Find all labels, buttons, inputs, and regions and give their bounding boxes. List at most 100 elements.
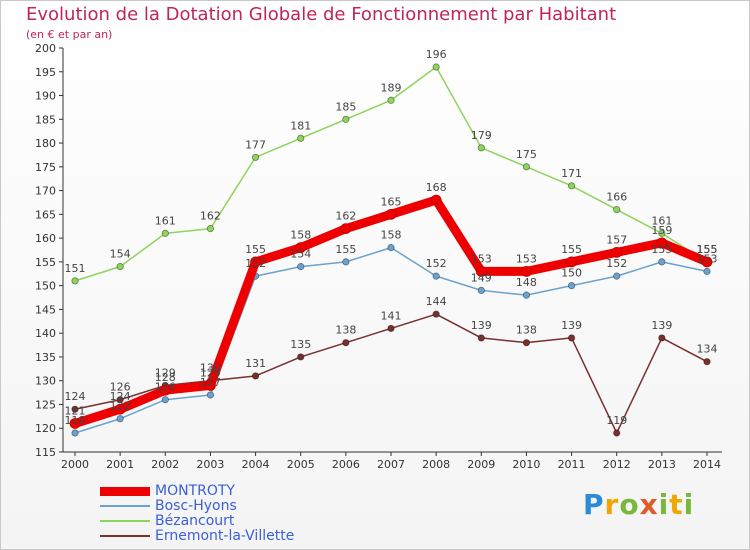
data-point-b-zancourt xyxy=(658,229,666,237)
logo-letter: t xyxy=(669,488,684,521)
data-point-montroty xyxy=(385,208,397,220)
data-point-bosc-hyons xyxy=(567,282,576,290)
legend-item: Bosc-Hyons xyxy=(100,498,350,514)
legend-label: Bosc-Hyons xyxy=(155,498,237,514)
y-tick-label: 140 xyxy=(35,327,56,340)
data-point-bosc-hyons xyxy=(342,258,350,266)
data-label-ernemont-la-villette: 126 xyxy=(110,381,131,394)
data-label-bosc-hyons: 150 xyxy=(561,267,582,280)
data-label-montroty: 168 xyxy=(426,181,447,194)
data-label-bosc-hyons: 122 xyxy=(110,400,131,413)
data-point-b-zancourt xyxy=(477,144,485,152)
data-label-ernemont-la-villette: 130 xyxy=(200,362,221,375)
x-tick-label: 2003 xyxy=(196,458,224,471)
data-point-bosc-hyons xyxy=(71,429,79,437)
data-label-montroty: 165 xyxy=(381,195,402,208)
x-tick-label: 2004 xyxy=(242,458,270,471)
logo-letter: P xyxy=(583,488,605,521)
data-point-montroty xyxy=(205,380,216,391)
data-label-ernemont-la-villette: 129 xyxy=(155,366,176,379)
y-tick-label: 175 xyxy=(35,161,56,174)
data-point-montroty xyxy=(430,194,442,206)
legend-item: Ernemont-la-Villette xyxy=(100,528,350,544)
y-tick-label: 180 xyxy=(35,137,56,150)
data-point-montroty xyxy=(340,223,352,235)
x-tick-label: 2008 xyxy=(422,458,450,471)
y-tick-label: 160 xyxy=(35,232,56,245)
data-point-ernemont-la-villette xyxy=(613,429,621,437)
data-point-b-zancourt xyxy=(116,263,124,271)
data-label-b-zancourt: 177 xyxy=(245,138,266,151)
data-point-bosc-hyons xyxy=(432,272,440,280)
data-point-ernemont-la-villette xyxy=(658,334,666,342)
data-point-bosc-hyons xyxy=(703,267,711,275)
data-point-bosc-hyons xyxy=(522,291,531,299)
x-tick-label: 2013 xyxy=(648,458,676,471)
logo-letter: o xyxy=(619,488,640,521)
data-point-ernemont-la-villette xyxy=(567,334,576,342)
data-label-ernemont-la-villette: 144 xyxy=(426,295,447,308)
legend-label: MONTROTY xyxy=(155,483,235,499)
data-label-montroty: 159 xyxy=(651,224,672,237)
data-point-b-zancourt xyxy=(613,206,621,214)
y-tick-label: 190 xyxy=(35,90,56,103)
legend-swatch xyxy=(100,520,150,522)
y-tick-label: 155 xyxy=(35,256,56,269)
x-tick-label: 2010 xyxy=(512,458,540,471)
data-point-bosc-hyons xyxy=(477,286,485,294)
series-line-bosc-hyons xyxy=(74,246,708,434)
data-point-bosc-hyons xyxy=(613,272,621,280)
logo-letter: i xyxy=(683,488,695,521)
data-label-montroty: 157 xyxy=(606,233,627,246)
logo-letter: i xyxy=(658,488,670,521)
data-label-montroty: 155 xyxy=(561,243,582,256)
data-label-montroty: 155 xyxy=(245,243,266,256)
x-tick-label: 2007 xyxy=(377,458,405,471)
data-label-bosc-hyons: 152 xyxy=(245,257,266,270)
data-label-bosc-hyons: 154 xyxy=(290,248,311,261)
data-label-bosc-hyons: 152 xyxy=(426,257,447,270)
data-label-bosc-hyons: 126 xyxy=(155,381,176,394)
x-tick-label: 2000 xyxy=(61,458,89,471)
x-tick-label: 2014 xyxy=(693,458,721,471)
legend-item: MONTROTY xyxy=(100,483,350,499)
data-label-b-zancourt: 155 xyxy=(697,243,718,256)
y-tick-label: 165 xyxy=(35,208,56,221)
y-tick-label: 125 xyxy=(35,398,56,411)
data-label-montroty: 129 xyxy=(200,366,221,379)
y-tick-label: 200 xyxy=(35,42,56,55)
data-label-bosc-hyons: 155 xyxy=(335,243,356,256)
logo-letter: x xyxy=(639,488,659,521)
data-point-montroty xyxy=(159,384,171,396)
data-point-montroty xyxy=(701,256,713,268)
data-label-montroty: 153 xyxy=(471,252,492,265)
data-point-montroty xyxy=(475,265,487,277)
data-label-bosc-hyons: 158 xyxy=(381,229,402,242)
data-point-b-zancourt xyxy=(432,63,440,71)
data-point-b-zancourt xyxy=(387,96,395,104)
data-label-montroty: 124 xyxy=(110,390,131,403)
legend-swatch xyxy=(100,505,150,507)
proxiti-logo: Proxiti xyxy=(583,488,694,521)
data-point-bosc-hyons xyxy=(161,396,169,404)
legend-label: Bézancourt xyxy=(155,513,235,529)
y-tick-label: 150 xyxy=(35,280,56,293)
data-label-bosc-hyons: 152 xyxy=(606,257,627,270)
data-label-montroty: 153 xyxy=(516,252,537,265)
data-point-ernemont-la-villette xyxy=(251,372,260,380)
x-tick-label: 2001 xyxy=(106,458,134,471)
data-label-b-zancourt: 185 xyxy=(335,100,356,113)
data-label-ernemont-la-villette: 138 xyxy=(516,324,537,337)
data-label-b-zancourt: 179 xyxy=(471,129,492,142)
data-point-montroty xyxy=(295,242,307,254)
line-chart: 115 120 125 130 135 140 145 150 155 160 165 170 175 1… xyxy=(35,42,722,471)
legend: MONTROTY Bosc-Hyons Bézancourt Ernemont-la-… xyxy=(100,483,350,544)
data-point-ernemont-la-villette xyxy=(342,339,350,347)
legend-label: Ernemont-la-Villette xyxy=(155,528,295,544)
x-tick-label: 2002 xyxy=(151,458,179,471)
data-label-ernemont-la-villette: 141 xyxy=(381,309,402,322)
data-label-b-zancourt: 175 xyxy=(516,148,537,161)
data-label-b-zancourt: 161 xyxy=(155,214,176,227)
data-label-ernemont-la-villette: 119 xyxy=(606,414,627,427)
x-tick-label: 2009 xyxy=(467,458,495,471)
